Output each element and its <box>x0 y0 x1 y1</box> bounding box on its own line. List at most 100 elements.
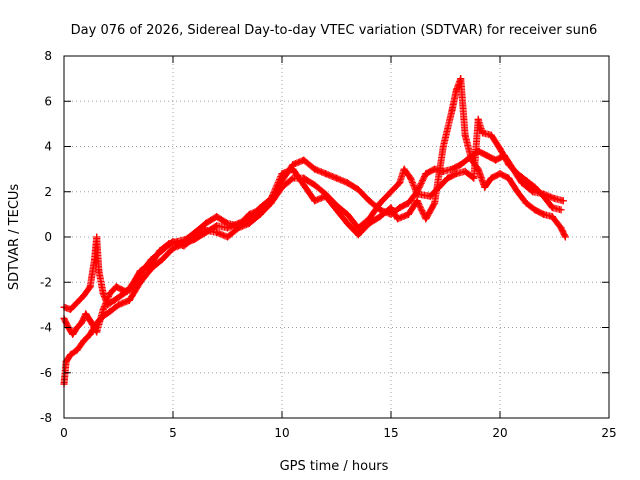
data-point-marker <box>422 215 430 223</box>
data-point-marker <box>343 210 351 218</box>
y-tick-label: 4 <box>44 140 52 154</box>
data-point-marker <box>80 292 88 300</box>
y-tick-label: 0 <box>44 230 52 244</box>
data-point-marker <box>73 346 81 354</box>
y-tick-label: -4 <box>40 321 52 335</box>
data-point-marker <box>311 165 319 173</box>
data-point-marker <box>86 330 94 338</box>
data-point-marker <box>431 165 439 173</box>
data-point-marker <box>413 190 421 198</box>
data-point-marker <box>95 267 103 275</box>
data-point-marker <box>115 301 122 309</box>
data-point-marker <box>289 165 297 173</box>
x-tick-label: 20 <box>492 426 507 440</box>
data-point-marker <box>426 192 434 200</box>
data-point-marker <box>93 233 101 241</box>
data-point-marker <box>474 115 482 123</box>
x-tick-label: 25 <box>601 426 616 440</box>
data-point-marker <box>343 219 351 227</box>
data-point-marker <box>130 285 138 293</box>
data-point-marker <box>354 185 362 193</box>
data-point-marker <box>343 179 351 187</box>
data-point-marker <box>147 256 155 264</box>
data-point-marker <box>73 324 81 331</box>
data-point-marker <box>461 167 469 175</box>
data-point-marker <box>387 204 395 212</box>
data-point-marker <box>110 296 118 304</box>
data-point-marker <box>354 224 362 232</box>
data-point-marker <box>121 287 129 295</box>
data-point-marker <box>86 317 94 325</box>
data-point-marker <box>106 290 114 298</box>
data-point-marker <box>376 213 384 221</box>
x-tick-label: 10 <box>274 426 289 440</box>
data-point-marker <box>505 174 513 182</box>
data-point-marker <box>561 233 569 241</box>
data-point-marker <box>234 224 242 232</box>
data-point-marker <box>202 226 210 234</box>
data-point-marker <box>169 238 177 246</box>
data-point-marker <box>138 267 146 275</box>
data-point-marker <box>169 244 177 252</box>
data-point-marker <box>300 181 308 189</box>
data-point-marker <box>513 188 521 196</box>
data-point-marker <box>396 179 404 187</box>
x-tick-label: 15 <box>383 426 398 440</box>
y-tick-label: 6 <box>44 94 52 108</box>
y-tick-label: -6 <box>40 366 52 380</box>
data-point-marker <box>311 181 319 189</box>
data-point-marker <box>158 256 166 264</box>
data-point-marker <box>117 292 125 300</box>
data-point-marker <box>452 86 460 94</box>
x-axis-label: GPS time / hours <box>280 459 389 474</box>
data-point-marker <box>245 219 253 227</box>
data-point-marker <box>158 247 166 255</box>
data-point-marker <box>404 210 412 218</box>
data-point-marker <box>213 228 221 236</box>
data-point-marker <box>99 290 107 298</box>
data-point-marker <box>431 199 439 207</box>
data-point-marker <box>483 152 491 160</box>
data-point-marker <box>224 224 231 232</box>
data-point-marker <box>191 233 199 241</box>
data-point-marker <box>80 337 88 345</box>
data-point-marker <box>376 199 384 207</box>
data-point-marker <box>77 319 85 327</box>
y-tick-label: 2 <box>44 185 52 199</box>
data-point-marker <box>322 170 330 178</box>
x-tick-label: 5 <box>169 426 177 440</box>
data-point-marker <box>518 179 526 187</box>
data-point-marker <box>213 213 221 221</box>
data-point-marker <box>396 204 404 212</box>
data-point-marker <box>278 170 286 178</box>
data-point-marker <box>73 299 81 307</box>
data-point-marker <box>457 75 465 83</box>
y-tick-label: 8 <box>44 49 52 63</box>
series-track-b <box>60 75 569 388</box>
data-point-marker <box>435 183 443 191</box>
data-point-marker <box>496 145 504 153</box>
series-marker-band <box>60 75 569 388</box>
data-point-marker <box>413 197 421 205</box>
data-point-marker <box>487 174 495 182</box>
data-point-marker <box>93 328 101 336</box>
data-point-marker <box>322 190 330 198</box>
data-point-marker <box>452 170 460 178</box>
data-point-marker <box>481 183 489 191</box>
data-point-marker <box>444 174 452 182</box>
data-point-marker <box>529 188 537 196</box>
data-point-marker <box>289 174 297 182</box>
data-point-marker <box>311 197 319 205</box>
data-point-marker <box>91 256 99 264</box>
data-point-marker <box>354 231 362 239</box>
data-point-marker <box>106 308 114 316</box>
data-point-marker <box>540 210 548 218</box>
data-point-marker <box>267 199 275 207</box>
data-point-marker <box>180 242 188 250</box>
data-point-marker <box>548 204 556 212</box>
data-point-marker <box>522 199 530 207</box>
data-point-marker <box>365 197 373 205</box>
axes: 0 5 10 15 20 25 -8 -6 -4 -2 0 2 4 6 8 <box>40 49 617 440</box>
data-point-marker <box>224 233 231 241</box>
data-point-marker <box>540 192 548 200</box>
